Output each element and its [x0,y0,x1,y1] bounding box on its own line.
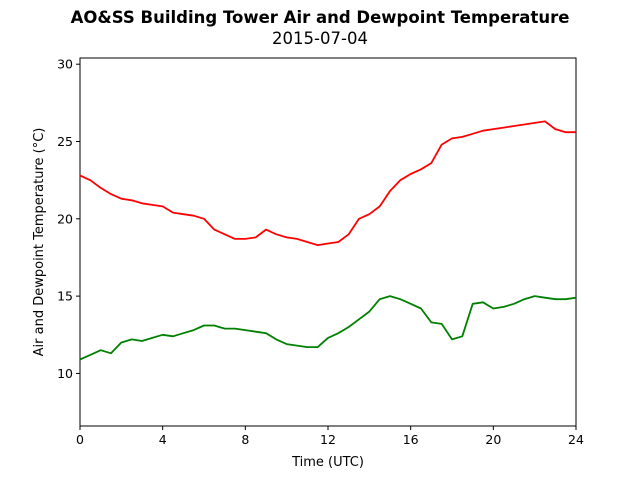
y-tick-label: 30 [57,57,73,72]
y-axis-label: Air and Dewpoint Temperature (°C) [32,128,47,357]
y-tick-label: 25 [57,134,73,149]
y-tick-label: 15 [57,289,73,304]
chart-subtitle: 2015-07-04 [272,29,368,48]
series-line-0 [79,120,576,247]
series-line-1 [79,295,577,361]
x-tick-label: 24 [568,432,584,447]
x-tick-label: 20 [485,432,501,447]
chart-title: AO&SS Building Tower Air and Dewpoint Te… [70,8,570,27]
y-tick-label: 20 [57,211,73,226]
tick-layer: 0 4 8 12 16 20 24 10 15 20 25 30 [57,57,584,447]
x-tick-label: 16 [403,432,419,447]
x-tick-label: 12 [320,432,336,447]
plot-frame [79,57,577,427]
series-layer [79,120,577,361]
x-tick-label: 0 [76,432,84,447]
x-axis-label: Time (UTC) [291,455,364,470]
y-tick-label: 10 [57,366,73,381]
x-tick-label: 8 [241,432,249,447]
x-tick-label: 4 [159,432,167,447]
